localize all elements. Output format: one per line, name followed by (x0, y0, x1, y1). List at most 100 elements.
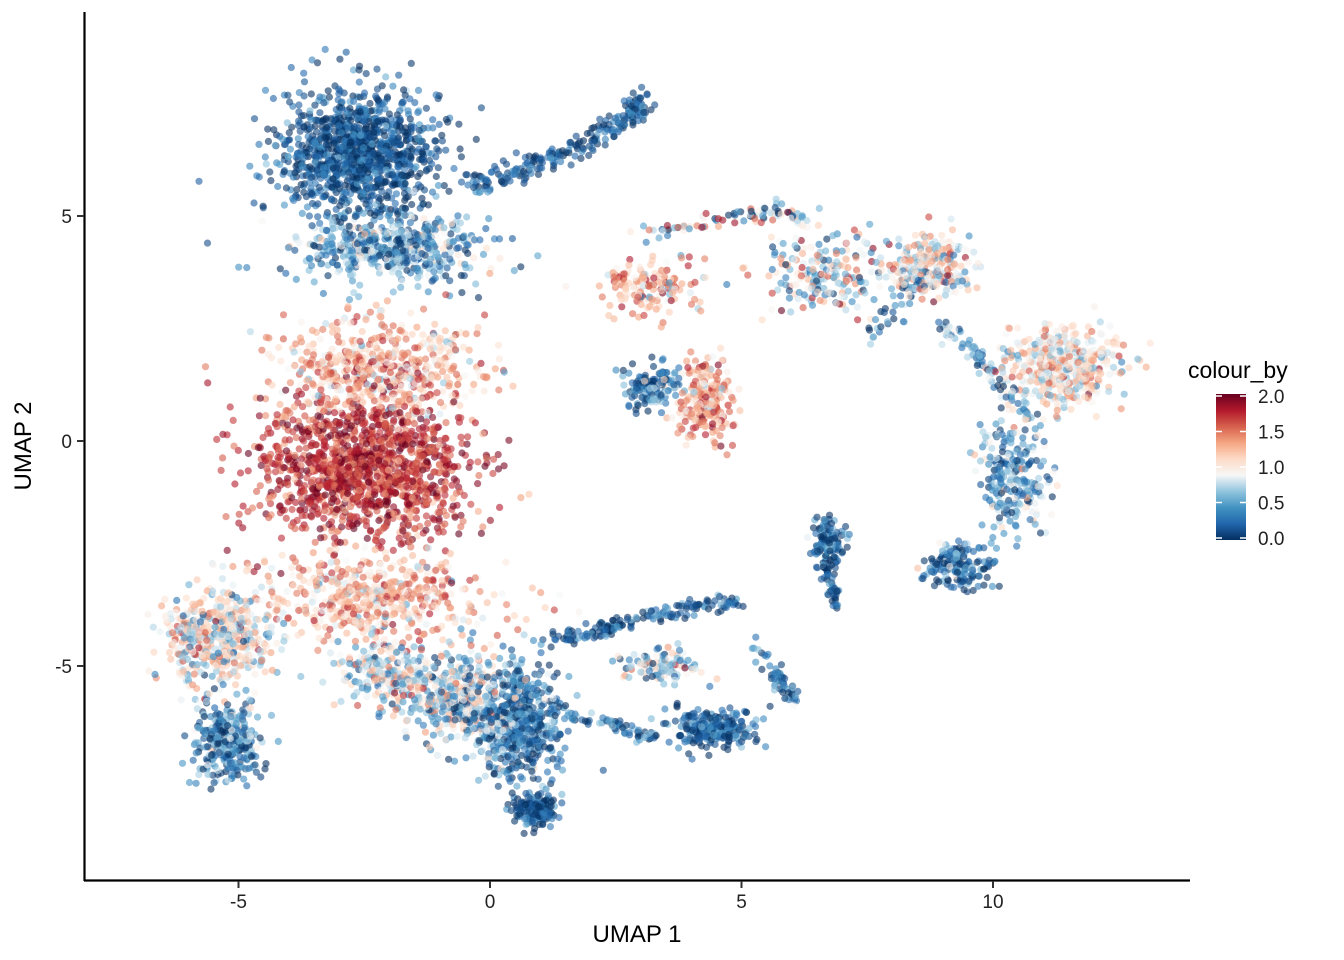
scatter-point (481, 311, 489, 319)
scatter-point (491, 365, 499, 373)
scatter-point (866, 220, 874, 228)
scatter-point (376, 307, 384, 315)
scatter-point (383, 297, 391, 305)
scatter-point (495, 355, 503, 363)
scatter-point (219, 681, 227, 689)
scatter-point (264, 476, 273, 484)
scatter-point (988, 444, 996, 452)
scatter-point (232, 681, 240, 689)
scatter-point (290, 403, 298, 411)
scatter-point (405, 580, 413, 588)
scatter-point (473, 330, 481, 338)
scatter-point (765, 272, 773, 280)
scatter-point (268, 564, 276, 572)
scatter-point (990, 523, 998, 531)
scatter-point (752, 658, 760, 666)
scatter-point (392, 190, 400, 198)
scatter-point (657, 323, 665, 331)
scatter-point (537, 649, 545, 657)
scatter-point (675, 744, 683, 752)
scatter-point (424, 519, 432, 528)
scatter-point (307, 513, 316, 521)
scatter-point (1142, 363, 1150, 371)
scatter-point (308, 222, 316, 230)
scatter-point (204, 379, 212, 387)
scatter-point (480, 387, 488, 395)
scatter-point (1096, 318, 1104, 326)
scatter-point (935, 294, 943, 302)
scatter-point (735, 385, 743, 393)
scatter-point (411, 605, 419, 613)
scatter-point (334, 638, 342, 646)
scatter-point (282, 514, 290, 522)
scatter-point (264, 137, 272, 145)
scatter-point (549, 628, 557, 636)
scatter-point (355, 78, 363, 86)
scatter-point (273, 639, 281, 648)
scatter-point (561, 744, 569, 752)
scatter-point (980, 581, 988, 589)
scatter-point (451, 619, 459, 627)
scatter-point (701, 431, 710, 439)
scatter-point (555, 813, 563, 822)
scatter-point (275, 343, 283, 352)
scatter-point (387, 564, 395, 572)
scatter-point (601, 141, 609, 149)
scatter-point (911, 231, 920, 239)
scatter-point (405, 633, 413, 641)
scatter-point (494, 782, 502, 790)
scatter-point (970, 248, 978, 256)
scatter-point (939, 237, 947, 245)
scatter-point (458, 449, 466, 457)
scatter-point (411, 99, 419, 107)
scatter-point (402, 335, 410, 343)
scatter-point (545, 661, 553, 669)
scatter-point (891, 301, 899, 310)
scatter-point (948, 226, 957, 234)
scatter-point (777, 254, 785, 262)
scatter-point (185, 581, 193, 589)
scatter-point (571, 152, 579, 160)
scatter-point (267, 177, 275, 185)
scatter-point (462, 330, 470, 338)
scatter-point (528, 584, 537, 592)
scatter-point (443, 715, 451, 723)
scatter-point (235, 510, 243, 518)
scatter-point (490, 591, 498, 599)
scatter-point (458, 631, 466, 639)
scatter-point (1008, 387, 1016, 395)
scatter-point (619, 366, 627, 374)
scatter-point (655, 234, 663, 242)
scatter-point (1061, 332, 1069, 340)
scatter-point (322, 212, 331, 220)
scatter-point (349, 66, 358, 74)
scatter-point (975, 572, 983, 580)
scatter-point (562, 702, 570, 710)
scatter-point (686, 289, 695, 297)
scatter-point (300, 69, 308, 77)
scatter-point (503, 615, 511, 623)
scatter-point (317, 559, 325, 568)
scatter-point (1013, 324, 1022, 332)
scatter-point (1088, 398, 1096, 406)
scatter-point (336, 651, 344, 659)
scatter-point (261, 86, 270, 94)
scatter-point (432, 91, 440, 99)
scatter-point (192, 739, 200, 747)
scatter-point (296, 334, 304, 342)
scatter-point (255, 173, 263, 181)
scatter-point (439, 379, 448, 387)
scatter-point (150, 648, 158, 656)
scatter-point (445, 638, 453, 646)
scatter-point (319, 678, 327, 686)
scatter-point (1090, 303, 1098, 311)
scatter-point (935, 318, 943, 326)
scatter-point (408, 330, 416, 338)
scatter-point (353, 513, 361, 521)
scatter-point (144, 610, 152, 619)
scatter-point (439, 367, 447, 376)
scatter-point (251, 670, 259, 678)
scatter-point (298, 209, 306, 217)
scatter-point (389, 546, 397, 555)
scatter-point (649, 362, 658, 371)
